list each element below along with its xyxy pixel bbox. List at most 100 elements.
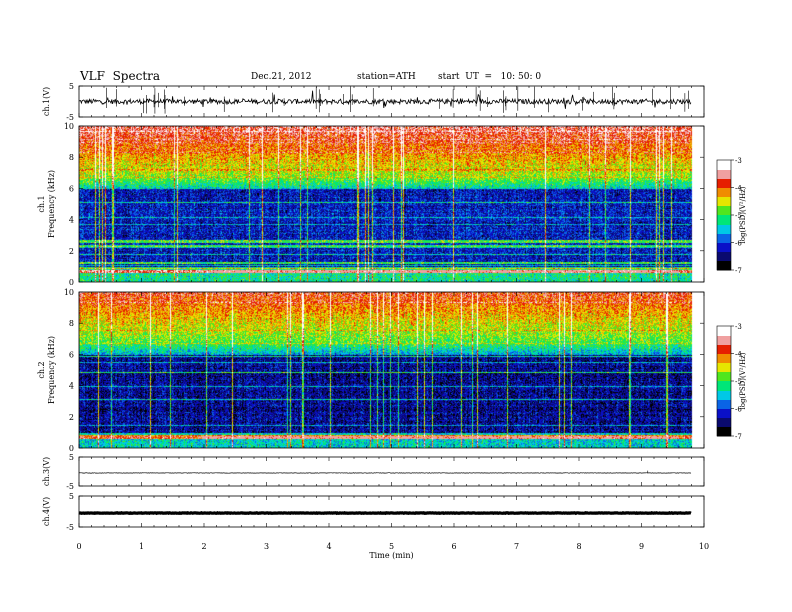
colorbar-cell: [717, 221, 731, 223]
colorbar-cell: [717, 260, 731, 262]
colorbar-tick-label: -6: [735, 406, 742, 414]
colorbar-cell: [717, 243, 731, 245]
colorbar-cell: [717, 199, 731, 201]
colorbar-cell: [717, 232, 731, 234]
colorbar-cell: [717, 264, 731, 266]
station-label: station=ATH: [357, 72, 416, 82]
colorbar-cell: [717, 417, 731, 419]
colorbar-cell: [717, 180, 731, 182]
colorbar-cell: [717, 378, 731, 380]
colorbar-cell: [717, 412, 731, 414]
colorbar-cell: [717, 394, 731, 396]
y-tick-label: 2: [69, 247, 74, 256]
figure-title: VLF Spectra: [80, 69, 161, 83]
colorbar-cell: [717, 416, 731, 418]
colorbar-cell: [717, 235, 731, 237]
y-tick-label: 8: [69, 319, 74, 328]
colorbar-cell: [717, 369, 731, 371]
colorbar-cell: [717, 424, 731, 426]
colorbar-cell: [717, 194, 731, 196]
x-tick-label: 6: [451, 542, 456, 551]
colorbar-cell: [717, 342, 731, 344]
colorbar-cell: [717, 336, 731, 338]
y-tick-label: -5: [66, 482, 74, 491]
colorbar-cell: [717, 429, 731, 431]
colorbar-cell: [717, 251, 731, 253]
colorbar-cell: [717, 338, 731, 340]
y-tick-label: 10: [64, 288, 74, 297]
colorbar-cell: [717, 187, 731, 189]
colorbar-tick-label: -7: [735, 267, 742, 275]
date-label: Dec.21, 2012: [251, 72, 312, 82]
colorbar-cell: [717, 196, 731, 198]
colorbar-cell: [717, 401, 731, 403]
colorbar-cell: [717, 244, 731, 246]
colorbar-cell: [717, 337, 731, 339]
colorbar-cell: [717, 374, 731, 376]
waveform-trace: [78, 511, 692, 516]
colorbar-cell: [717, 345, 731, 347]
colorbar-cell: [717, 332, 731, 334]
colorbar-cell: [717, 434, 731, 436]
colorbar-cell: [717, 233, 731, 235]
colorbar-cell: [717, 224, 731, 226]
colorbar-cell: [717, 402, 731, 404]
colorbar-cell: [717, 226, 731, 228]
colorbar-cell: [717, 344, 731, 346]
colorbar-cell: [717, 432, 731, 434]
colorbar-cell: [717, 398, 731, 400]
colorbar-tick-label: -4: [735, 185, 742, 193]
colorbar-cell: [717, 428, 731, 430]
colorbar-cell: [717, 335, 731, 337]
colorbar-tick-label: -3: [735, 157, 742, 165]
waveform-trace: [78, 90, 692, 109]
colorbar-cell: [717, 191, 731, 193]
y-tick-label: -5: [66, 113, 74, 122]
colorbar-cell: [717, 386, 731, 388]
colorbar-cell: [717, 195, 731, 197]
colorbar-cell: [717, 361, 731, 363]
colorbar-cell: [717, 362, 731, 364]
colorbar-tick-label: -6: [735, 240, 742, 248]
colorbar-tick-label: -3: [735, 323, 742, 331]
start-time-label: start UT = 10: 50: 0: [438, 72, 542, 82]
colorbar-cell: [717, 395, 731, 397]
colorbar-cell: [717, 341, 731, 343]
colorbar-cell: [717, 372, 731, 374]
panel-frame: [78, 456, 705, 487]
colorbar-cell: [717, 234, 731, 236]
colorbar-cell: [717, 339, 731, 341]
colorbar-cell: [717, 365, 731, 367]
colorbar-cell: [717, 414, 731, 416]
colorbar-cell: [717, 168, 731, 170]
colorbar-label: log(PSD)(V²/Hz): [739, 352, 747, 409]
colorbar-cell: [717, 430, 731, 432]
colorbar-cell: [717, 353, 731, 355]
colorbar-cell: [717, 355, 731, 357]
colorbar-cell: [717, 214, 731, 216]
colorbar-cell: [717, 265, 731, 267]
colorbar-cell: [717, 347, 731, 349]
colorbar-cell: [717, 207, 731, 209]
colorbar-cell: [717, 178, 731, 180]
colorbar-cell: [717, 205, 731, 207]
spectrogram-image: [79, 126, 704, 282]
colorbar-cell: [717, 422, 731, 424]
colorbar-cell: [717, 162, 731, 164]
colorbar-cell: [717, 174, 731, 176]
x-tick-label: 9: [639, 542, 644, 551]
colorbar-cell: [717, 250, 731, 252]
colorbar-cell: [717, 390, 731, 392]
y-axis-label: ch.4(V): [42, 497, 51, 526]
y-tick-label: 10: [64, 122, 74, 131]
x-tick-label: 5: [389, 542, 394, 551]
x-tick-label: 7: [514, 542, 519, 551]
colorbar-cell: [717, 377, 731, 379]
colorbar-cell: [717, 160, 731, 162]
y-tick-label: -5: [66, 523, 74, 532]
y-tick-label: 5: [69, 82, 74, 91]
colorbar-cell: [717, 167, 731, 169]
colorbar-cell: [717, 392, 731, 394]
colorbar-cell: [717, 384, 731, 386]
